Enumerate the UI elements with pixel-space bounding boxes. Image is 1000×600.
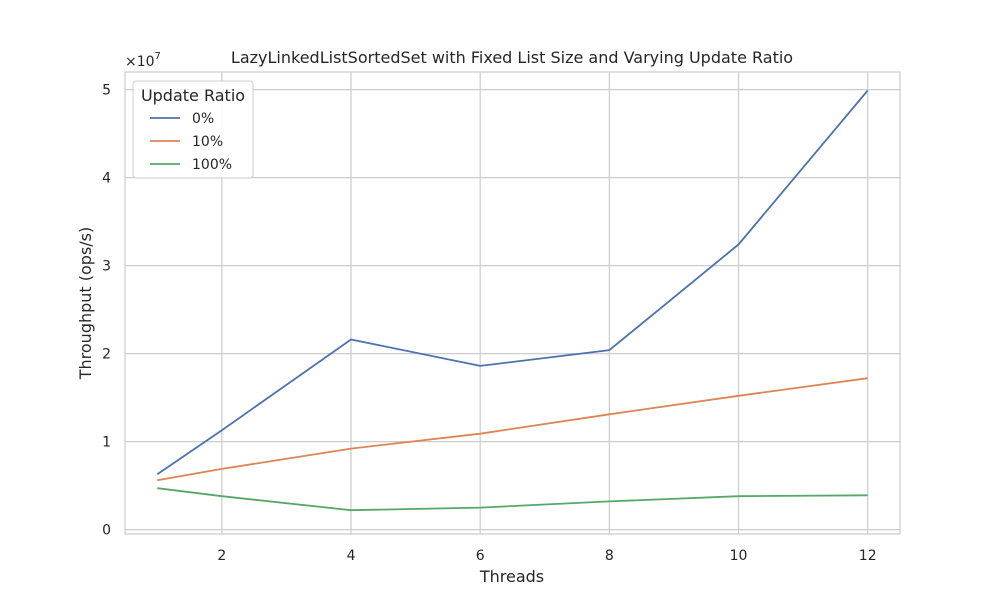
y-scale-base: ×10 — [125, 54, 155, 70]
series-line-0pct — [156, 89, 869, 475]
x-tick-label: 6 — [476, 548, 485, 564]
legend-box — [132, 80, 254, 179]
legend-items: 0% 10% 100% — [150, 111, 232, 173]
legend-label: 10% — [192, 134, 223, 150]
x-tick-label: 2 — [217, 548, 226, 564]
x-tick-label: 8 — [605, 548, 614, 564]
x-tick-label: 10 — [730, 548, 748, 564]
chart-title: LazyLinkedListSortedSet with Fixed List … — [231, 48, 793, 67]
x-tick-label: 12 — [859, 548, 877, 564]
y-tick-label: 0 — [102, 523, 111, 539]
legend-label: 0% — [192, 111, 214, 127]
y-tick-label: 5 — [102, 83, 111, 99]
y-scale-multiplier: ×107 — [125, 51, 161, 70]
y-tick-label: 1 — [102, 435, 111, 451]
y-tick-labels: 0 1 2 3 4 5 — [102, 83, 111, 539]
plot-area-background — [125, 72, 900, 534]
y-axis-label: Throughput (ops/s) — [76, 227, 95, 381]
y-tick-label: 3 — [102, 259, 111, 275]
y-gridlines — [125, 88, 900, 531]
series-lines — [156, 89, 869, 512]
legend-label: 100% — [192, 157, 232, 173]
y-tick-label: 4 — [102, 171, 111, 187]
x-tick-labels: 2 4 6 8 10 12 — [217, 548, 876, 564]
plot-frame — [124, 71, 901, 535]
series-line-100pct — [157, 487, 868, 512]
legend-title: Update Ratio — [141, 86, 245, 105]
x-tick-label: 4 — [347, 548, 356, 564]
y-scale-exponent: 7 — [155, 51, 161, 62]
y-tick-label: 2 — [102, 347, 111, 363]
x-axis-label: Threads — [479, 567, 544, 586]
legend: Update Ratio 0% 10% 100% — [132, 80, 254, 179]
series-line-10pct — [157, 377, 868, 482]
